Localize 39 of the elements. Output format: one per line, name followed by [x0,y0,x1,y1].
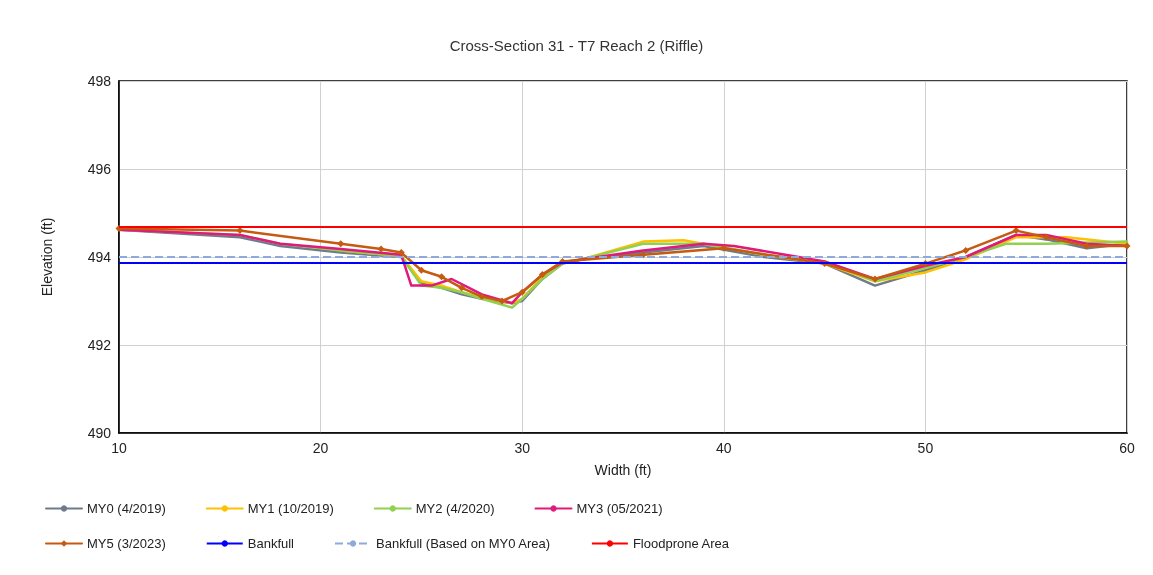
point [962,246,970,254]
legend-label: MY1 (10/2019) [247,501,334,516]
y-tick-label: 490 [87,425,112,441]
y-tick-label: 498 [87,73,112,89]
x-tick-label: 30 [514,440,531,456]
x-tick-label: 20 [312,440,329,456]
point [498,297,506,305]
x-axis-title: Width (ft) [594,462,652,478]
legend-label: Floodprone Area [632,536,730,551]
y-tick-label: 496 [87,161,112,177]
y-tick-label: 494 [87,249,112,265]
point [397,249,405,257]
point [518,288,526,296]
chart-title: Cross-Section 31 - T7 Reach 2 (Riffle) [449,37,704,54]
point [1042,233,1050,241]
point [236,227,244,235]
legend-label: MY2 (4/2020) [415,501,495,516]
legend-label: MY5 (3/2023) [87,536,166,551]
legend-label: MY0 (4/2019) [87,501,166,516]
point [337,240,345,248]
point [538,271,546,279]
point [1012,227,1020,235]
x-tick-label: 50 [917,440,934,456]
point [1123,242,1131,250]
point [417,266,425,274]
legend-label: Bankfull (Based on MY0 Area) [376,536,551,551]
point [438,273,446,281]
point [720,244,728,252]
point [458,284,466,292]
y-axis-title: Elevation (ft) [39,217,55,297]
x-tick-label: 40 [716,440,732,456]
x-tick-label: 60 [1119,440,1135,456]
y-tick-label: 492 [87,337,112,353]
point [478,293,486,301]
point [871,275,879,283]
point [377,245,385,253]
legend-label: MY3 (05/2021) [576,501,663,516]
legend-label: Bankfull [247,536,295,551]
x-tick-label: 10 [111,440,127,456]
